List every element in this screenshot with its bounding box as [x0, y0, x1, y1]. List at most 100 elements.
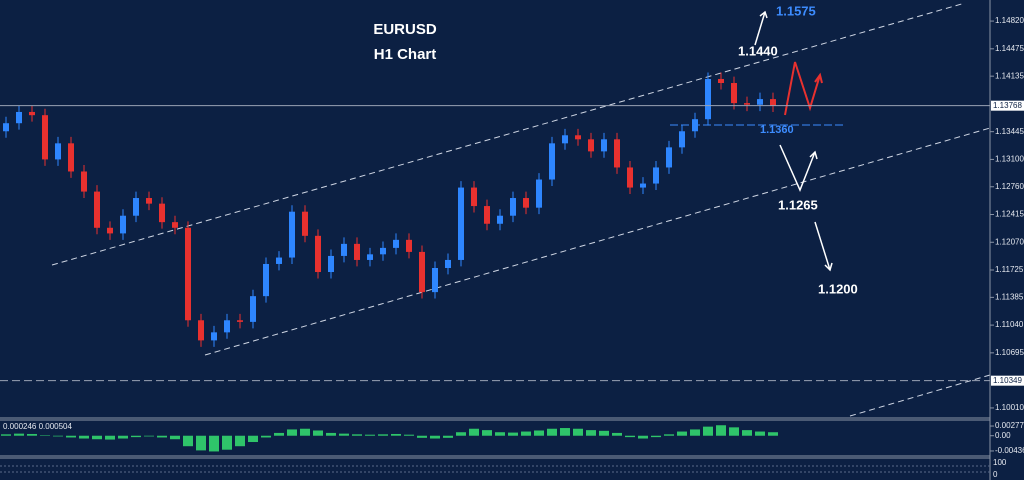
macd-bar	[14, 433, 24, 436]
candle-body	[653, 167, 659, 184]
candle-body	[679, 131, 685, 148]
chart-title: EURUSD	[373, 21, 437, 38]
macd-bar	[742, 430, 752, 436]
y-tick-label: 1.11385	[995, 292, 1024, 301]
candle-body	[588, 139, 594, 152]
y-tick-label: 1.14820	[995, 16, 1024, 25]
macd-bar	[326, 432, 336, 436]
candle-body	[549, 143, 555, 180]
projection-path	[784, 61, 821, 116]
channel-lower	[204, 127, 991, 356]
macd-bar	[118, 435, 128, 439]
macd-bar	[339, 433, 349, 436]
price-box	[991, 375, 1024, 386]
candle-body	[666, 147, 672, 168]
macd-bar	[612, 432, 622, 436]
y-tick-label: 1.11040	[995, 320, 1024, 329]
macd-bar	[586, 430, 596, 436]
candle-body	[731, 83, 737, 104]
candle-body	[523, 198, 529, 208]
macd-bar	[235, 435, 245, 447]
macd-bar	[508, 432, 518, 436]
macd-bar	[66, 435, 76, 438]
price-label: 1.13768	[993, 101, 1022, 110]
candle-body	[562, 135, 568, 144]
candle-body	[133, 198, 139, 216]
macd-bar	[599, 430, 609, 436]
candle-body	[224, 320, 230, 333]
candle-body	[159, 203, 165, 223]
annotation: 1.1575	[776, 3, 816, 18]
annotation: 1.1200	[818, 281, 858, 296]
candle-body	[302, 211, 308, 236]
candle-body	[120, 215, 126, 234]
candle-body	[510, 198, 516, 216]
candle-body	[211, 332, 217, 341]
macd-bar	[1, 434, 11, 436]
candle-body	[718, 78, 724, 84]
macd-bar	[755, 431, 765, 436]
arrow-head	[824, 262, 833, 272]
macd-bar	[313, 430, 323, 436]
candle-body	[770, 99, 776, 106]
price-plot	[3, 72, 776, 347]
candle-body	[55, 143, 61, 160]
macd-bar	[378, 434, 388, 436]
y-tick-label: 1.13445	[995, 127, 1024, 136]
y-tick-label: 1.10695	[995, 348, 1024, 357]
macd-bar	[248, 435, 258, 443]
y-tick-label: 0.00	[995, 431, 1011, 440]
macd-bar	[534, 430, 544, 436]
macd-bar	[677, 431, 687, 436]
candle-body	[237, 320, 243, 322]
arrow-head	[759, 10, 768, 19]
macd-bar	[196, 435, 206, 451]
price-box	[991, 100, 1024, 111]
macd-bar	[27, 433, 37, 436]
candle-body	[484, 206, 490, 224]
macd-bar	[92, 435, 102, 440]
y-tick-label: 1.14135	[995, 71, 1024, 80]
candle-body	[536, 179, 542, 208]
candle-body	[705, 78, 711, 120]
y-tick-label: 1.11725	[995, 265, 1024, 274]
macd-bar	[690, 429, 700, 436]
macd-bar	[560, 428, 570, 436]
y-tick-label: -0.004361	[995, 446, 1024, 455]
candle-body	[289, 211, 295, 258]
candle-body	[497, 215, 503, 224]
candle-body	[276, 257, 282, 264]
macd-bar	[651, 435, 661, 438]
channel-upper	[51, 2, 966, 266]
arrow-head	[814, 72, 823, 84]
candle-body	[419, 251, 425, 293]
annotation: 1.1360	[760, 124, 794, 136]
candle-body	[315, 235, 321, 273]
macd-bar	[40, 435, 50, 436]
annotation: 1.1265	[778, 197, 818, 212]
macd-bar	[183, 435, 193, 447]
y-tick-label: 1.12760	[995, 182, 1024, 191]
arrow-head	[809, 150, 818, 160]
candle-body	[29, 111, 35, 116]
macd-bar	[495, 432, 505, 436]
macd-bar	[716, 425, 726, 436]
arrow	[779, 144, 816, 192]
y-tick-label: 0.002774	[995, 421, 1024, 430]
candle-body	[380, 247, 386, 255]
macd-bar	[430, 435, 440, 439]
oscillator-tick: 0	[993, 470, 998, 479]
candle-body	[341, 243, 347, 256]
macd-bar	[79, 435, 89, 439]
candle-body	[627, 167, 633, 188]
candle-body	[367, 254, 373, 260]
macd-bar	[703, 426, 713, 436]
candle-body	[471, 187, 477, 207]
candle-body	[393, 239, 399, 248]
candle-body	[445, 259, 451, 268]
y-tick-label: 1.10010	[995, 403, 1024, 412]
candle-body	[146, 198, 152, 204]
macd-bar	[404, 434, 414, 436]
macd-bar	[274, 432, 284, 436]
candle-body	[81, 171, 87, 192]
